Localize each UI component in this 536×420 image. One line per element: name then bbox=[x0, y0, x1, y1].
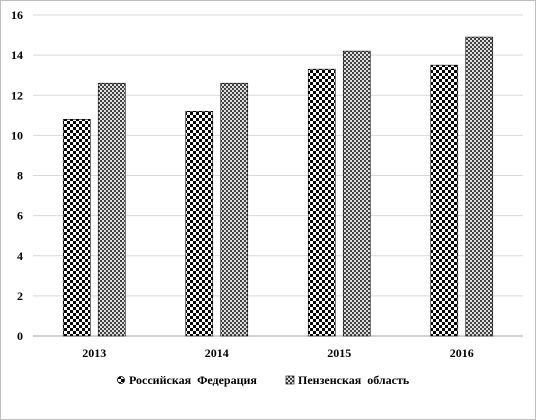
y-tick-label: 2 bbox=[17, 289, 23, 303]
x-tick-label: 2013 bbox=[82, 346, 106, 360]
legend: Российская Федерация Пензенская область bbox=[117, 373, 410, 387]
y-tick-label: 8 bbox=[17, 169, 23, 183]
legend-label-russia: Российская Федерация bbox=[129, 373, 257, 387]
bar-penza-2015 bbox=[342, 50, 371, 337]
y-axis-ticks: 0 2 4 6 8 10 12 14 16 bbox=[11, 8, 23, 343]
x-axis-labels: 2013 2014 2015 2016 bbox=[82, 346, 474, 360]
bars bbox=[62, 36, 494, 337]
y-tick-label: 14 bbox=[11, 48, 23, 62]
x-tick-label: 2014 bbox=[205, 346, 229, 360]
bar-russia-2014 bbox=[185, 111, 214, 337]
bar-russia-2016 bbox=[430, 64, 459, 337]
y-tick-label: 4 bbox=[17, 249, 23, 263]
legend-label-penza: Пензенская область bbox=[298, 373, 410, 387]
y-tick-label: 0 bbox=[17, 329, 23, 343]
legend-marker-penza bbox=[285, 375, 295, 385]
bar-penza-2016 bbox=[465, 36, 494, 337]
y-tick-label: 16 bbox=[11, 8, 23, 22]
y-tick-label: 6 bbox=[17, 209, 23, 223]
y-tick-label: 12 bbox=[11, 88, 23, 102]
bar-russia-2015 bbox=[307, 68, 336, 337]
legend-marker-russia bbox=[117, 376, 125, 384]
bar-penza-2013 bbox=[97, 82, 126, 337]
x-tick-label: 2016 bbox=[450, 346, 474, 360]
bar-penza-2014 bbox=[220, 82, 249, 337]
x-tick-label: 2015 bbox=[327, 346, 351, 360]
bar-russia-2013 bbox=[62, 119, 91, 337]
y-tick-label: 10 bbox=[11, 128, 23, 142]
